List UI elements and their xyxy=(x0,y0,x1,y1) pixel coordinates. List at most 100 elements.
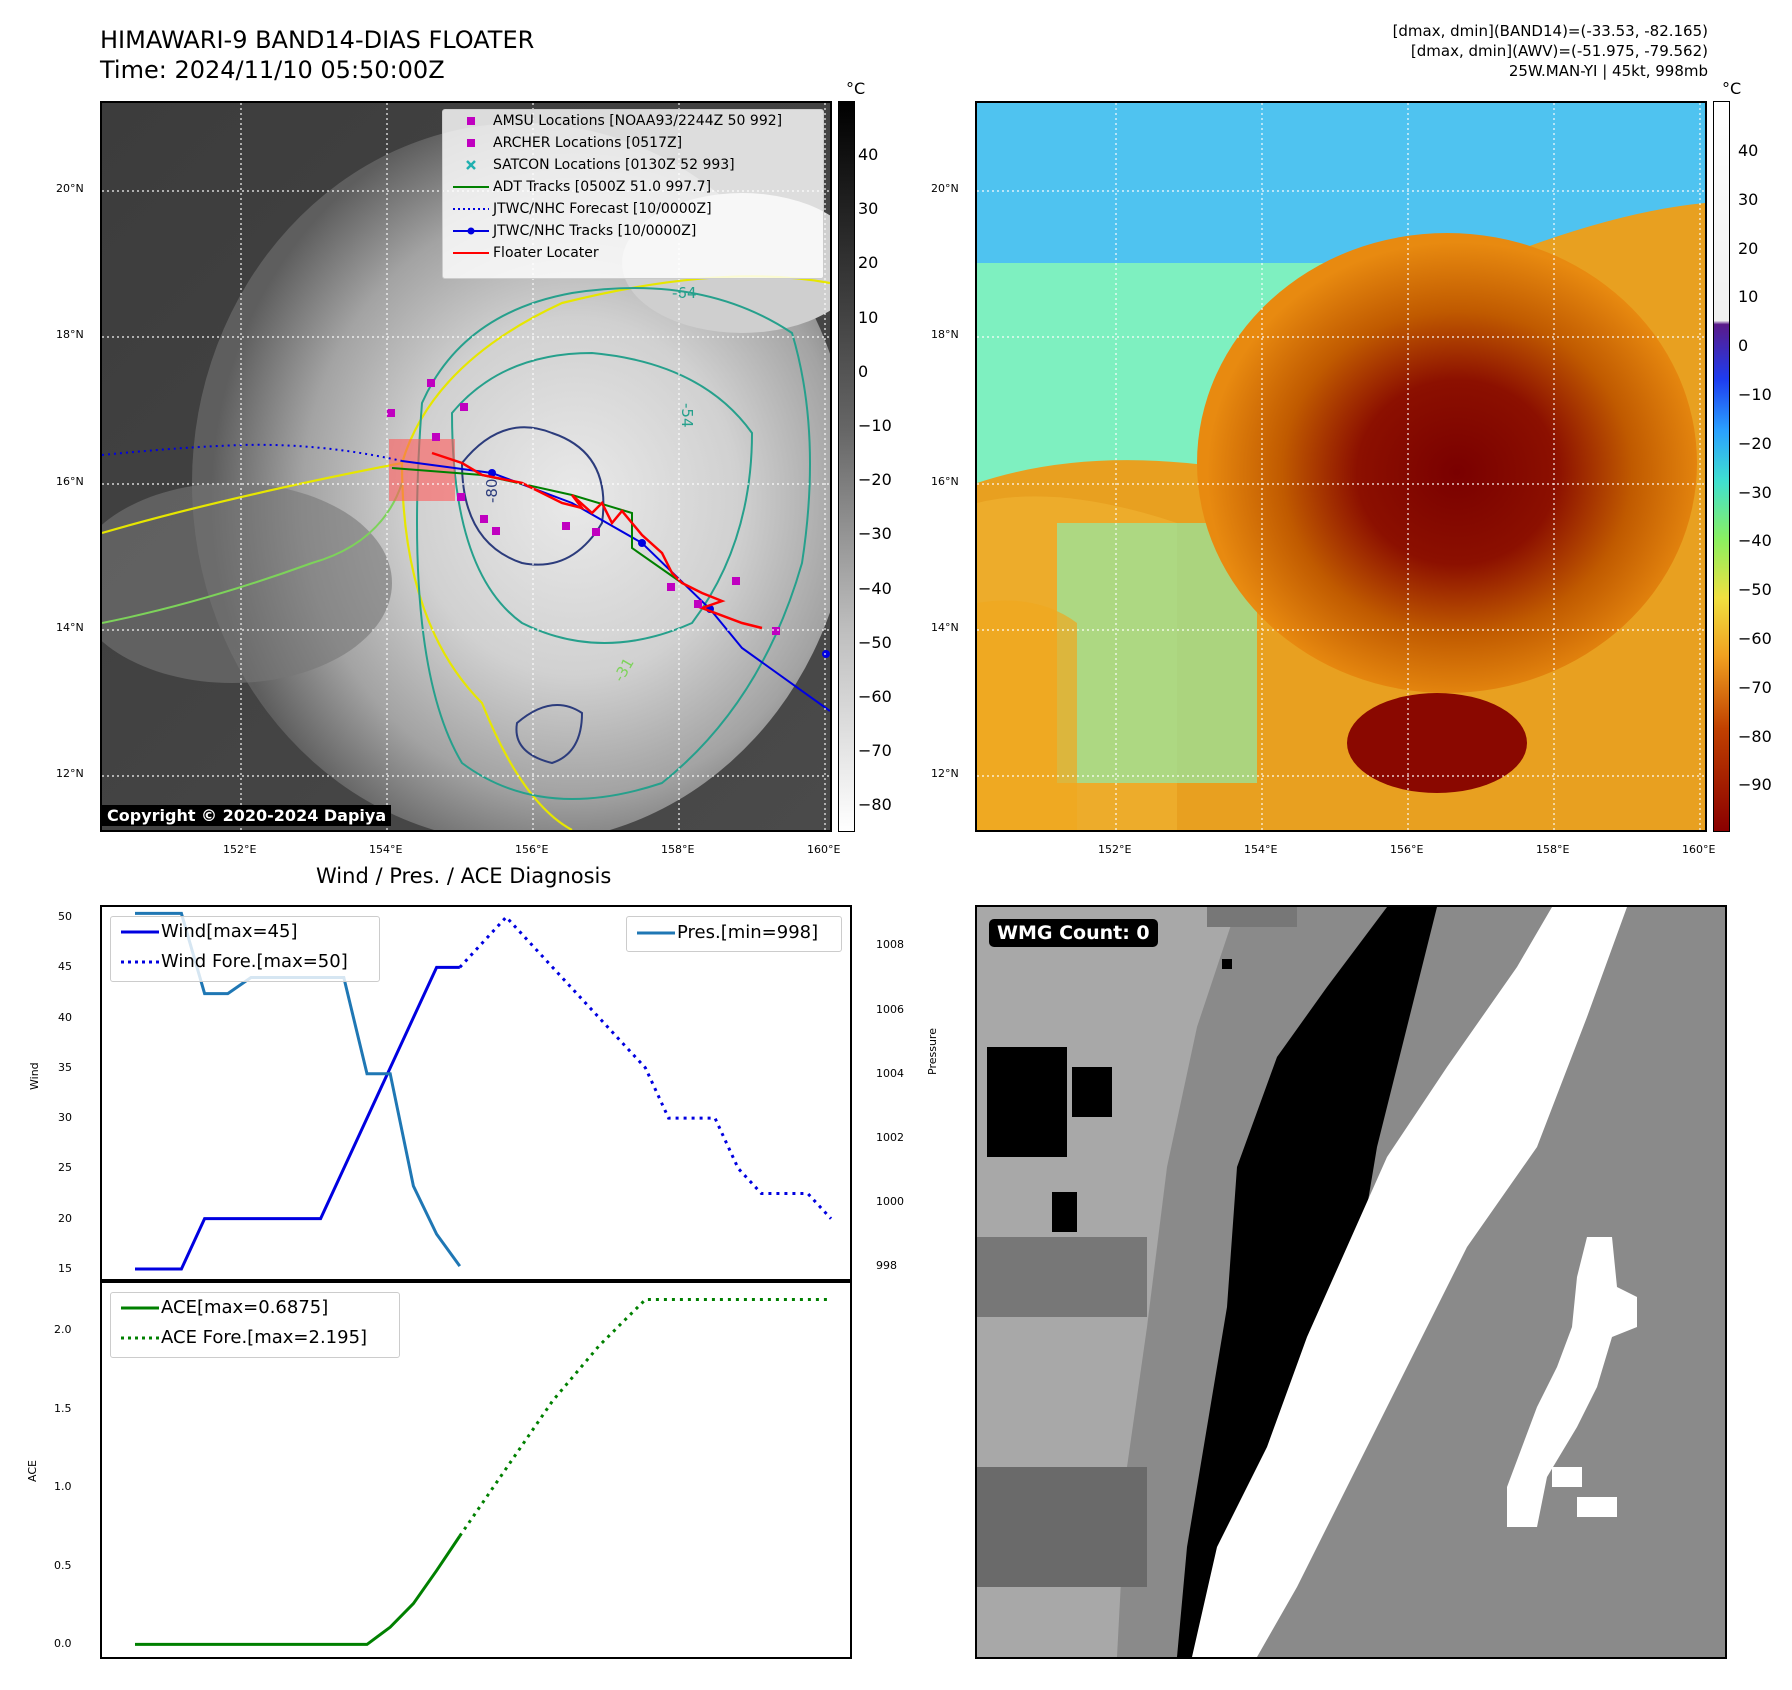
wind-tick: 30 xyxy=(58,1111,72,1125)
ir-colorbar-tick: −70 xyxy=(858,741,892,761)
ir-lat-tick-18: 18°N xyxy=(56,328,84,341)
ir-colorbar-tick: −60 xyxy=(858,687,892,706)
pressure-tick: 1004 xyxy=(876,1066,904,1080)
wind-fore-max-line xyxy=(458,914,833,1220)
ir-map-legend: AMSU Locations [NOAA93/2244Z 50 992] ARC… xyxy=(442,109,824,279)
contour-label-64: -64 xyxy=(672,284,697,302)
wmg-count-badge: WMG Count: 0 xyxy=(989,919,1158,947)
wind-legend: Wind[max=45] Wind Fore.[max=50] xyxy=(110,916,380,982)
pressure-tick: 1000 xyxy=(876,1195,904,1209)
pressure-axis-label: Pressure xyxy=(926,1028,939,1075)
wv-colorbar-tick: −20 xyxy=(1738,433,1772,453)
pressure-tick: 998 xyxy=(876,1259,897,1273)
wv-colorbar-unit: °C xyxy=(1722,79,1742,98)
info-line-2: [dmax, dmin](AWV)=(-51.975, -79.562) xyxy=(1410,42,1708,60)
wind-max-line xyxy=(135,965,460,1271)
ir-colorbar-unit: °C xyxy=(846,79,866,98)
ace-axis-label: ACE xyxy=(26,1460,39,1482)
wmg-image xyxy=(977,907,1725,1657)
legend-item-pressure: Pres.[min=998] xyxy=(637,922,819,943)
wv-colorbar-tick: −30 xyxy=(1738,482,1772,502)
wind-tick: 40 xyxy=(58,1010,72,1024)
legend-item-satcon: SATCON Locations [0130Z 52 993] xyxy=(443,154,823,176)
ace-tick: 1.5 xyxy=(54,1401,72,1415)
wind-tick: 25 xyxy=(58,1161,72,1175)
ace-fore-max-line xyxy=(458,1298,831,1537)
diagnosis-title: Wind / Pres. / ACE Diagnosis xyxy=(316,864,612,888)
legend-item-amsu: AMSU Locations [NOAA93/2244Z 50 992] xyxy=(443,110,823,132)
ir-colorbar-tick: 0 xyxy=(858,361,869,381)
ir-colorbar-tick: −40 xyxy=(858,578,892,598)
ace-tick: 1.0 xyxy=(54,1480,72,1494)
info-line-3: 25W.MAN-YI | 45kt, 998mb xyxy=(1508,62,1708,80)
wmg-panel: WMG Count: 0 xyxy=(975,905,1727,1659)
ir-lat-tick-20: 20°N xyxy=(56,182,84,195)
ace-tick: 0.5 xyxy=(54,1558,72,1572)
ir-colorbar-tick: 20 xyxy=(858,253,879,273)
wv-map-image xyxy=(977,103,1705,830)
wv-colorbar-tick: −90 xyxy=(1738,775,1772,795)
legend-item-wind-forecast: Wind Fore.[max=50] xyxy=(121,951,348,972)
wv-lon-tick-152: 152°E xyxy=(1098,843,1132,856)
wv-lat-tick-20: 20°N xyxy=(931,182,959,195)
wind-tick: 20 xyxy=(58,1211,72,1225)
legend-item-archer: ARCHER Locations [0517Z] xyxy=(443,132,823,154)
legend-item-ace: ACE[max=0.6875] xyxy=(121,1297,329,1318)
info-line-1: [dmax, dmin](BAND14)=(-33.53, -82.165) xyxy=(1392,22,1708,40)
wv-colorbar-tick: −70 xyxy=(1738,677,1772,697)
wind-axis-label: Wind xyxy=(28,1062,41,1090)
figure-time: Time: 2024/11/10 05:50:00Z xyxy=(100,56,445,84)
wv-colorbar-tick: −60 xyxy=(1738,629,1772,648)
ir-colorbar-tick: −20 xyxy=(858,470,892,490)
wv-lat-tick-16: 16°N xyxy=(931,475,959,488)
wv-lat-tick-18: 18°N xyxy=(931,328,959,341)
ace-chart: ACE[max=0.6875] ACE Fore.[max=2.195] xyxy=(100,1281,852,1659)
pressure-tick: 1008 xyxy=(876,938,904,952)
copyright-label: Copyright © 2020-2024 Dapiya xyxy=(102,805,392,826)
ir-colorbar-tick: −10 xyxy=(858,416,892,435)
contour-label-80: -80 xyxy=(483,479,501,504)
ace-max-line xyxy=(135,1535,462,1646)
wv-lat-tick-12: 12°N xyxy=(931,767,959,780)
wv-lon-tick-158: 158°E xyxy=(1536,843,1570,856)
wv-colorbar-tick: 20 xyxy=(1738,238,1759,258)
ir-colorbar-tick: 30 xyxy=(858,199,879,219)
ir-lon-tick-152: 152°E xyxy=(223,843,257,856)
ir-colorbar-tick: −30 xyxy=(858,524,892,544)
wv-colorbar-tick: −40 xyxy=(1738,531,1772,551)
ir-lon-tick-156: 156°E xyxy=(515,843,549,856)
ir-colorbar-tick: −50 xyxy=(858,632,892,652)
wv-lon-tick-160: 160°E xyxy=(1682,843,1716,856)
ir-colorbar-tick: 10 xyxy=(858,307,879,327)
wind-tick: 45 xyxy=(58,960,72,974)
legend-item-floater: Floater Locater xyxy=(453,245,599,261)
wv-colorbar xyxy=(1713,101,1730,832)
wv-colorbar-tick: 30 xyxy=(1738,189,1759,209)
wv-colorbar-tick: −10 xyxy=(1738,385,1772,404)
ir-colorbar xyxy=(838,101,855,832)
legend-item-jtwc-tracks: JTWC/NHC Tracks [10/0000Z] xyxy=(443,220,823,242)
legend-item-adt: ADT Tracks [0500Z 51.0 997.7] xyxy=(453,179,712,195)
ir-colorbar-tick: −80 xyxy=(858,795,892,815)
wv-map-panel xyxy=(975,101,1707,832)
wind-tick: 15 xyxy=(58,1261,72,1275)
ace-legend: ACE[max=0.6875] ACE Fore.[max=2.195] xyxy=(110,1292,400,1358)
ir-lon-tick-154: 154°E xyxy=(369,843,403,856)
figure-title: HIMAWARI-9 BAND14-DIAS FLOATER xyxy=(100,26,535,54)
wv-colorbar-tick: 40 xyxy=(1738,141,1759,160)
ir-lat-tick-16: 16°N xyxy=(56,475,84,488)
legend-item-wind: Wind[max=45] xyxy=(121,921,298,942)
wv-colorbar-tick: 10 xyxy=(1738,287,1759,307)
wv-colorbar-tick: −80 xyxy=(1738,726,1772,746)
wv-lat-tick-14: 14°N xyxy=(931,621,959,634)
legend-item-jtwc-forecast: JTWC/NHC Forecast [10/0000Z] xyxy=(453,201,712,217)
wv-colorbar-tick: −50 xyxy=(1738,580,1772,600)
ir-lat-tick-12: 12°N xyxy=(56,767,84,780)
jtwc-forecast-track xyxy=(102,443,403,462)
floater-track xyxy=(431,451,763,630)
pressure-legend: Pres.[min=998] xyxy=(626,916,842,952)
wv-lon-tick-156: 156°E xyxy=(1390,843,1424,856)
ace-tick: 0.0 xyxy=(54,1637,72,1651)
ir-lon-tick-158: 158°E xyxy=(661,843,695,856)
wind-tick: 35 xyxy=(58,1060,72,1074)
